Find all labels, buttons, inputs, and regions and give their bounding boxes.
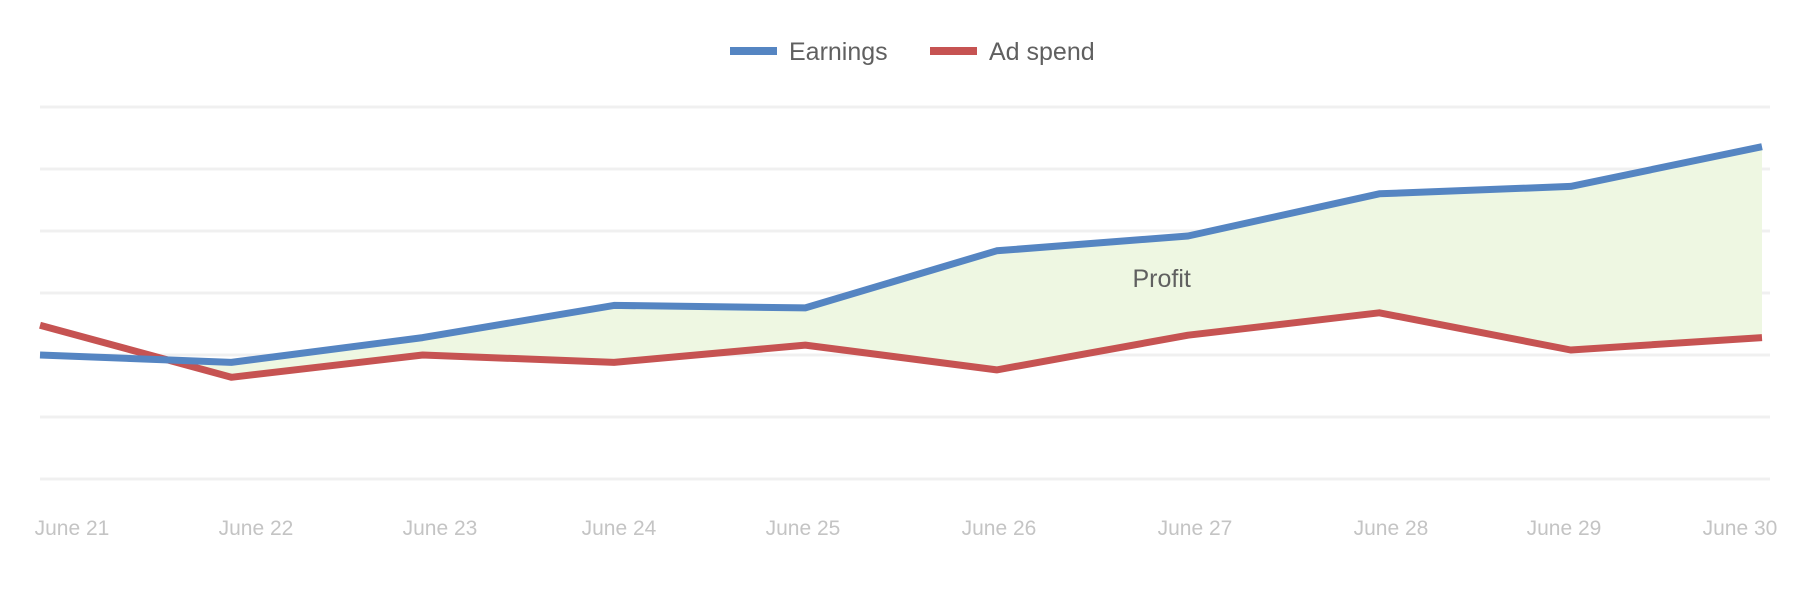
annotations: Profit	[1132, 265, 1190, 293]
profit-area	[40, 146, 1762, 377]
x-tick-label: June 21	[35, 517, 110, 540]
x-tick-label: June 22	[219, 517, 294, 540]
legend-label: Earnings	[789, 38, 888, 66]
x-tick-label: June 27	[1158, 517, 1233, 540]
series-lines	[39, 143, 1763, 381]
legend[interactable]: Earnings Ad spend	[730, 38, 1095, 66]
x-tick-label: June 25	[766, 517, 841, 540]
legend-label: Ad spend	[989, 38, 1095, 66]
legend-item-earnings[interactable]: Earnings	[730, 38, 888, 66]
annotation-profit: Profit	[1132, 265, 1190, 293]
x-tick-label: June 28	[1354, 517, 1429, 540]
legend-item-ad-spend[interactable]: Ad spend	[930, 38, 1095, 66]
x-tick-label: June 23	[403, 517, 478, 540]
x-tick-label: June 30	[1703, 517, 1778, 540]
x-tick-label: June 26	[962, 517, 1037, 540]
x-axis: June 21 June 22 June 23 June 24 June 25 June …	[35, 517, 1778, 540]
x-tick-label: June 24	[582, 517, 657, 540]
x-tick-label: June 29	[1527, 517, 1602, 540]
series-line-earnings	[39, 143, 1763, 366]
series-line-ad-spend	[39, 309, 1763, 381]
profit-fill	[40, 146, 1762, 377]
